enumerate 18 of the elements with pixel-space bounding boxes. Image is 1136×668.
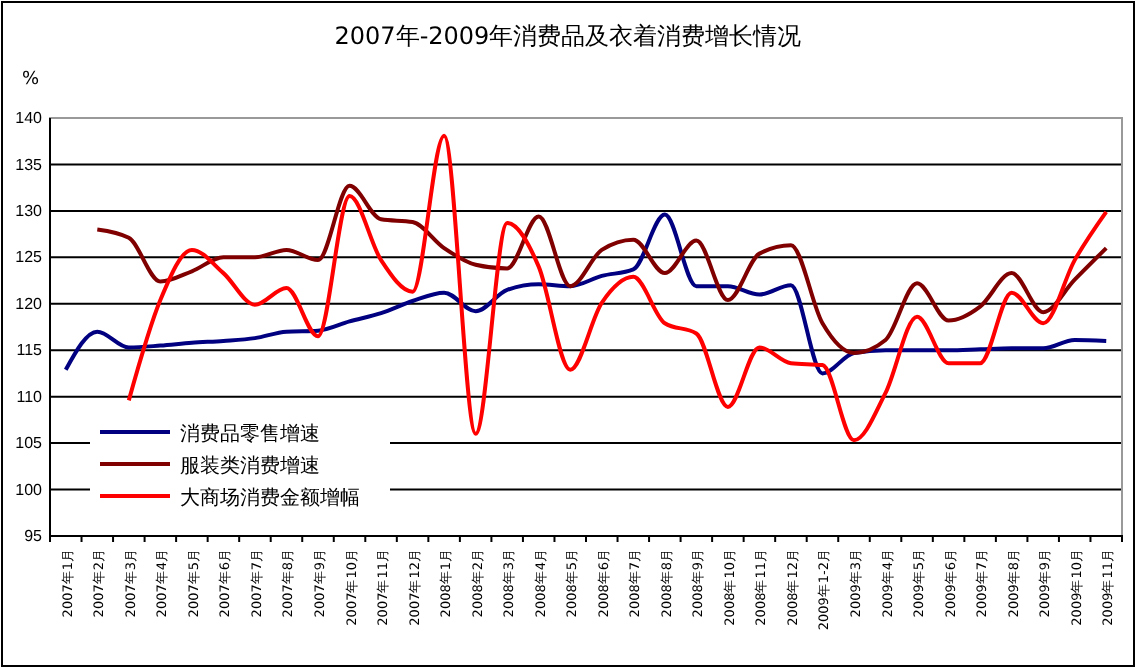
y-tick-label: 115	[16, 341, 44, 360]
line-series	[63, 212, 1109, 376]
y-tick-label: 130	[15, 202, 44, 221]
y-tick-label: 105	[15, 434, 44, 453]
line-series	[126, 133, 1109, 443]
y-tick-label: 110	[16, 387, 44, 406]
y-tick-label: 135	[15, 155, 44, 174]
y-tick-label: 100	[15, 480, 44, 499]
y-tick-label: 140	[15, 109, 44, 128]
y-tick-label: 95	[24, 527, 44, 546]
line-series	[95, 183, 1109, 356]
y-tick-label: 125	[15, 248, 44, 267]
y-tick-label: 120	[15, 294, 44, 313]
legend-label: 消费品零售增速	[180, 422, 320, 446]
legend-label: 大商场消费金额增幅	[180, 486, 360, 510]
chart-title: 2007年-2009年消费品及衣着消费增长情况	[334, 22, 802, 50]
y-axis-title: %	[22, 70, 40, 90]
legend-label: 服装类消费增速	[180, 454, 320, 478]
